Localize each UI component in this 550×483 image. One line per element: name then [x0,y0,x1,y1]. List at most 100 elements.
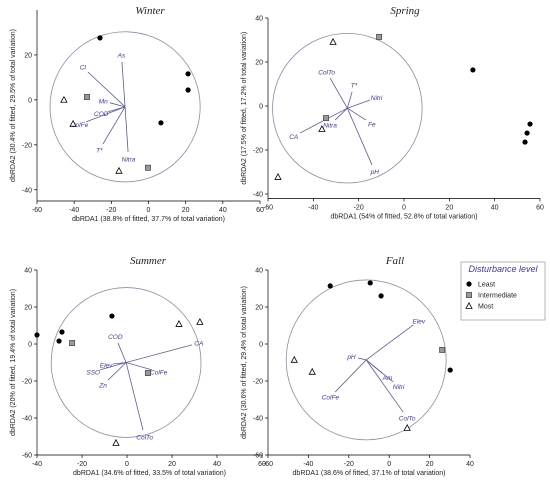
y-axis-label: dbRDA2 (30.4% of fitted, 29.5% of total … [10,29,17,182]
point [327,283,333,289]
vector-label: Cl [80,65,87,72]
legend-box [460,261,546,321]
legend-label: Least [478,282,495,289]
point [69,340,76,347]
x-tick-label: 0 [387,461,391,468]
vector-label: ColFe [150,369,168,376]
point [308,367,316,375]
vector-label: Fe [368,121,376,128]
point [34,332,40,338]
vector-label: As [117,52,126,59]
point [439,346,446,353]
y-axis-label: dbRDA2 (20% of fitted, 19.4% of total va… [10,289,17,436]
vector [365,359,394,383]
vector-label: pH [346,354,356,361]
x-tick-label: -20 [106,207,116,214]
y-tick-label: -40 [253,192,263,199]
vector-label: Nitra [122,156,136,163]
chart-title: Winter [135,5,165,17]
vector-label: CA [289,134,298,141]
point [144,370,151,376]
y-tick-label: -20 [253,148,263,155]
point [112,438,120,446]
vector [346,91,353,109]
vector-label: Nitri [393,384,405,391]
vector [346,108,373,166]
x-tick-label: 0 [125,461,129,468]
legend-title: Disturbance level [468,264,538,274]
point [196,317,204,325]
point [522,139,528,145]
vector-label: Am [382,375,393,382]
x-tick-label: -20 [354,204,364,211]
vector [125,362,153,371]
x-tick-label: 20 [445,204,453,211]
legend-marker [466,281,472,287]
x-axis-label: dbRDA1 (38.6% of fitted, 37.1% of total … [293,470,446,477]
vector [125,362,144,431]
correlation-circle [272,32,423,184]
x-tick-label: -20 [344,461,354,468]
x-tick-label: 40 [219,207,227,214]
x-tick-label: 20 [182,207,190,214]
vector-label: ColTo [399,415,416,422]
y-tick-label: -60 [253,453,263,460]
point [329,37,337,45]
x-axis-label: dbRDA1 (34.6% of fitted, 33.5% of total … [73,470,226,477]
vector [347,99,371,109]
point [84,94,90,100]
y-tick-label: 40 [255,16,263,23]
point [97,35,103,41]
x-tick-label: -40 [69,207,79,214]
x-axis-label: dbRDA1 (54% of fitted, 52.8% of total va… [330,213,477,220]
vector [99,362,127,371]
y-tick-label: 20 [24,52,32,59]
x-tick-label: 40 [213,461,221,468]
y-tick-label: -20 [22,142,32,149]
vector-label: Zn [98,382,107,389]
correlation-circle [50,287,202,438]
x-tick-label: 60 [258,461,266,468]
x-tick-label: -40 [308,204,318,211]
vector-label: pH [370,169,380,176]
vector-label: Mn [99,98,108,105]
chart-title: Fall [385,255,404,267]
vector-label: ColFe [322,394,340,401]
point [318,125,326,132]
correlation-circle [285,279,447,441]
point [109,313,115,319]
x-tick-label: 20 [426,461,434,468]
point [323,115,329,122]
correlation-circle [49,31,201,183]
vector-label: ColTo [318,69,335,76]
vector [365,324,414,361]
vector [329,77,348,109]
point [158,120,164,126]
vector-label: T* [351,83,358,90]
x-tick-label: 60 [256,207,264,214]
vector [125,344,193,363]
x-tick-label: 0 [147,207,151,214]
vector [109,102,126,108]
y-tick-label: 0 [259,104,263,111]
vector [358,357,367,361]
legend-label: Most [478,304,493,311]
vector [365,359,404,413]
y-tick-label: -60 [22,453,32,460]
legend-marker [465,301,473,309]
vector-label: ColFe [71,122,89,129]
x-tick-label: 0 [402,204,406,211]
point [60,95,68,103]
y-tick-label: -20 [22,379,32,386]
point [367,280,373,286]
point [527,121,533,127]
point [524,130,530,136]
x-tick-label: -40 [303,461,313,468]
point [69,119,77,127]
point [59,329,65,335]
point [290,355,298,363]
chart-title: Summer [130,255,167,267]
y-tick-label: -40 [253,416,263,423]
vector-label: SSO [86,369,100,376]
vector-label: COD [108,334,123,341]
